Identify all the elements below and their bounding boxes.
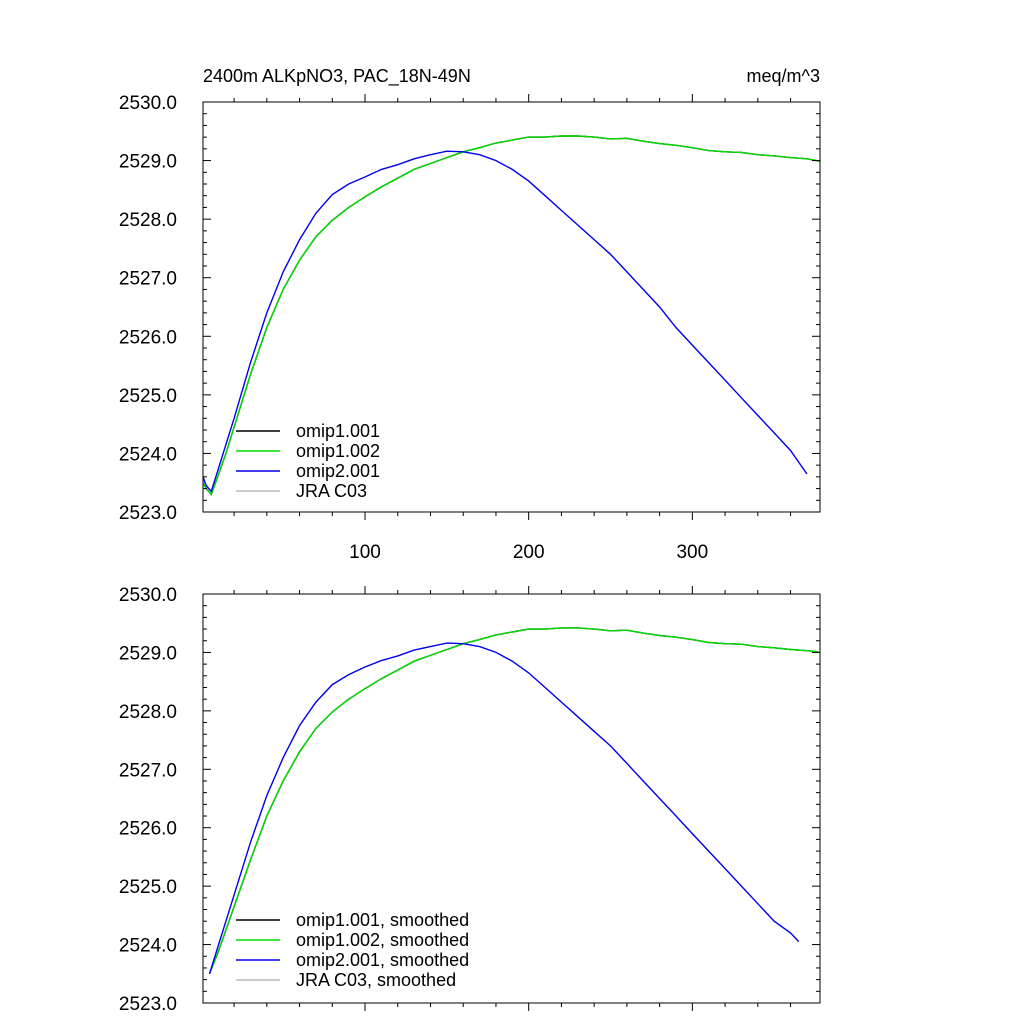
y-tick-label: 2530.0 [119, 93, 177, 114]
series-line-0-2 [202, 150, 808, 493]
bottom-panel: 2523.0 2524.0 2525.0 2526.0 2527.0 2528.0 2529… [119, 585, 821, 1015]
legend-label: omip1.002 [296, 441, 380, 461]
y-tick-label: 2530.0 [119, 585, 177, 606]
y-tick-label: 2523.0 [119, 994, 177, 1015]
series-line-0-1 [202, 135, 821, 496]
top-panel: 2523.0 2524.0 2525.0 2526.0 2527.0 2528.0 2529… [119, 93, 821, 563]
y-tick-label: 2527.0 [119, 760, 177, 781]
legend-label: omip1.001 [296, 421, 380, 441]
legend-label: omip1.002, smoothed [296, 930, 469, 950]
y-tick-label: 2524.0 [119, 444, 177, 465]
chart-title: 2400m ALKpNO3, PAC_18N-49N [203, 66, 471, 87]
legend-label: omip2.001 [296, 461, 380, 481]
y-tick-label: 2526.0 [119, 819, 177, 840]
x-tick-label: 100 [349, 542, 381, 563]
y-tick-label: 2528.0 [119, 702, 177, 723]
x-tick-label: 200 [513, 542, 545, 563]
legend-label: omip2.001, smoothed [296, 950, 469, 970]
y-tick-label: 2524.0 [119, 936, 177, 957]
legend-label: JRA C03, smoothed [296, 970, 456, 990]
legend-label: omip1.001, smoothed [296, 910, 469, 930]
y-tick-label: 2523.0 [119, 503, 177, 524]
series-line-1-2 [208, 642, 800, 975]
series-line-1-1 [208, 627, 819, 975]
y-tick-label: 2525.0 [119, 877, 177, 898]
y-tick-label: 2525.0 [119, 386, 177, 407]
plot-frame [202, 101, 821, 513]
legend-label: JRA C03 [296, 481, 367, 501]
y-tick-label: 2527.0 [119, 269, 177, 290]
y-tick-label: 2528.0 [119, 210, 177, 231]
units-label: meq/m^3 [747, 66, 820, 86]
x-tick-label: 300 [676, 542, 708, 563]
plot-frame [202, 593, 821, 1004]
y-tick-label: 2529.0 [119, 152, 177, 173]
y-tick-label: 2529.0 [119, 643, 177, 664]
y-tick-label: 2526.0 [119, 327, 177, 348]
